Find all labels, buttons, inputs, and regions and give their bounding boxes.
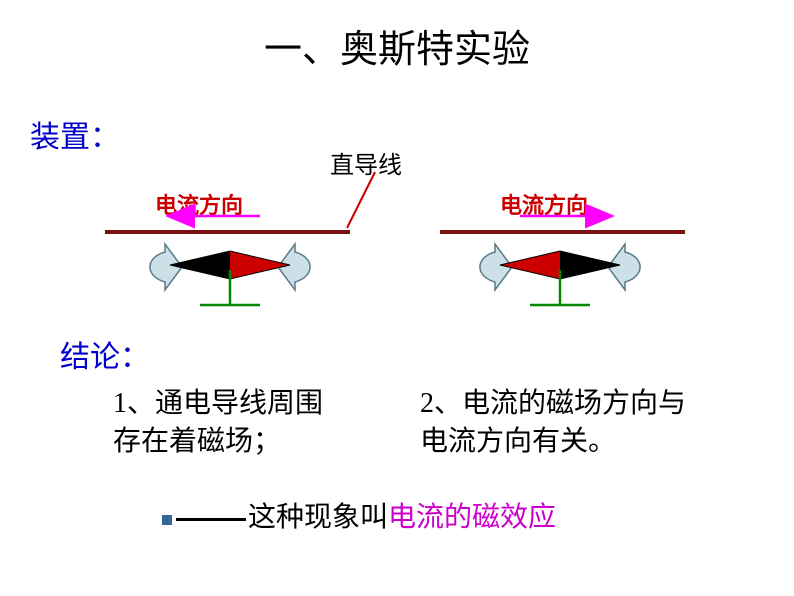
conclusion-label: 结论： (60, 332, 150, 376)
bottom-text-black: 这种现象叫 (248, 502, 388, 533)
conclusion-1: 1、通电导线周围存在着磁场； (113, 385, 343, 461)
bottom-text-magenta: 电流的磁效应 (388, 502, 556, 533)
wire-pointer-line (347, 172, 375, 228)
bullet-icon (162, 515, 172, 525)
oersted-diagram (0, 0, 794, 340)
bottom-summary: 这种现象叫电流的磁效应 (162, 495, 556, 535)
dash-icon (176, 518, 246, 521)
conclusion-2: 2、电流的磁场方向与电流方向有关。 (420, 385, 700, 461)
